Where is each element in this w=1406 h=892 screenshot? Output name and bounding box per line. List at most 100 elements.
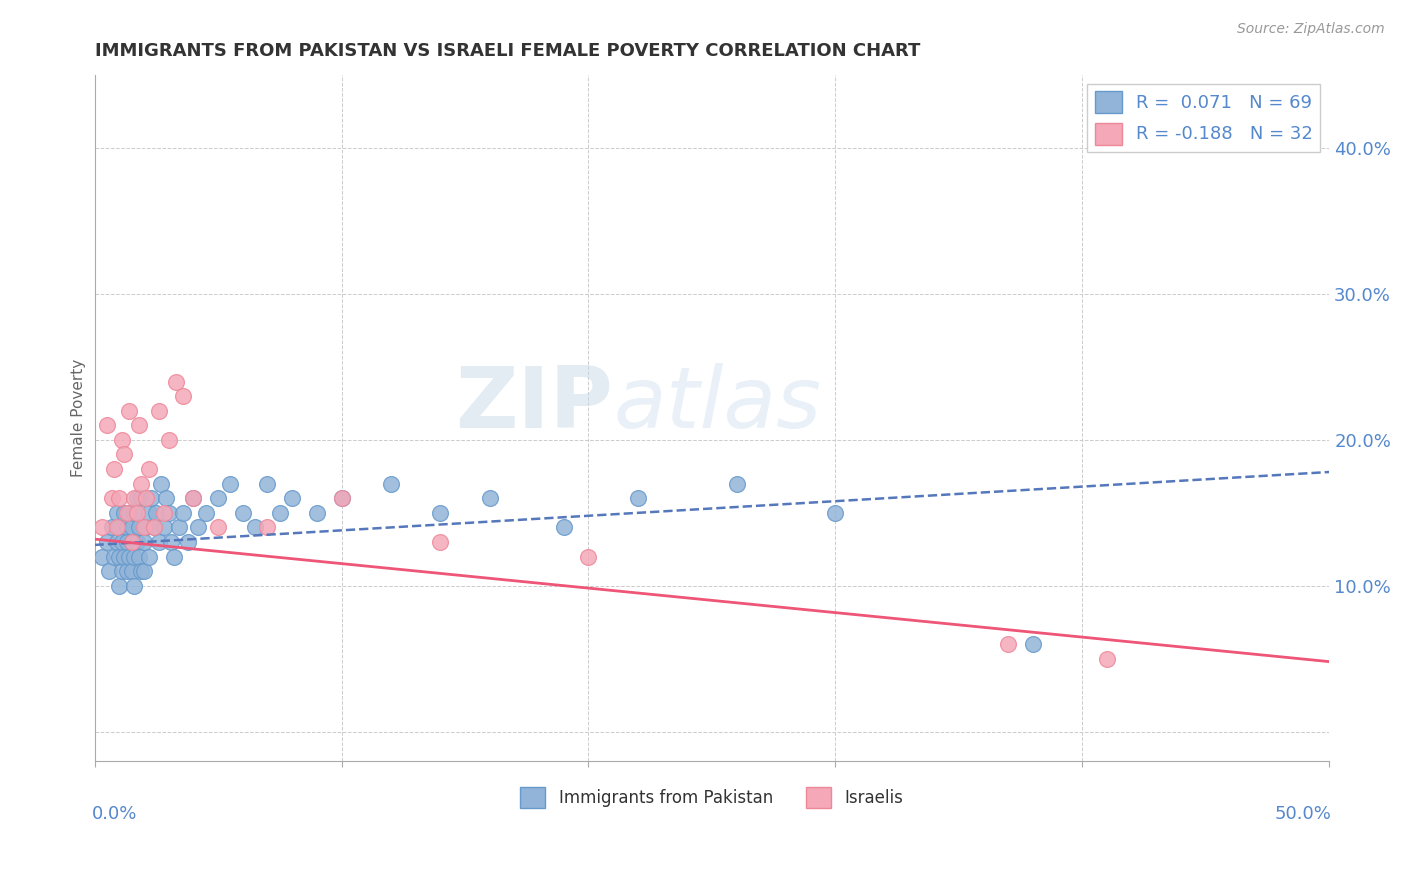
Point — [111, 433, 134, 447]
Point — [194, 506, 217, 520]
Point — [167, 520, 190, 534]
Point — [105, 535, 128, 549]
Point — [121, 535, 143, 549]
Point — [103, 549, 125, 564]
Point — [165, 375, 187, 389]
Point — [138, 462, 160, 476]
Point — [121, 564, 143, 578]
Point — [128, 549, 150, 564]
Point — [256, 476, 278, 491]
Point — [128, 520, 150, 534]
Y-axis label: Female Poverty: Female Poverty — [72, 359, 86, 477]
Text: 0.0%: 0.0% — [93, 805, 138, 823]
Text: IMMIGRANTS FROM PAKISTAN VS ISRAELI FEMALE POVERTY CORRELATION CHART: IMMIGRANTS FROM PAKISTAN VS ISRAELI FEMA… — [94, 42, 920, 60]
Point — [150, 476, 173, 491]
Point — [108, 549, 131, 564]
Point — [172, 506, 194, 520]
Point — [101, 520, 124, 534]
Point — [207, 491, 229, 506]
Point — [183, 491, 205, 506]
Text: ZIP: ZIP — [456, 363, 613, 446]
Point — [157, 506, 180, 520]
Point — [256, 520, 278, 534]
Point — [96, 418, 118, 433]
Point — [725, 476, 748, 491]
Point — [112, 549, 135, 564]
Point — [108, 579, 131, 593]
Point — [112, 506, 135, 520]
Point — [118, 549, 141, 564]
Point — [553, 520, 575, 534]
Point — [115, 535, 138, 549]
Point — [111, 535, 134, 549]
Point — [91, 520, 114, 534]
Point — [380, 476, 402, 491]
Point — [138, 549, 160, 564]
Point — [187, 520, 209, 534]
Point — [997, 637, 1019, 651]
Point — [141, 491, 163, 506]
Text: 50.0%: 50.0% — [1275, 805, 1331, 823]
Point — [269, 506, 291, 520]
Point — [96, 535, 118, 549]
Point — [162, 549, 184, 564]
Point — [1095, 651, 1118, 665]
Point — [152, 520, 174, 534]
Point — [105, 506, 128, 520]
Point — [98, 564, 121, 578]
Point — [232, 506, 254, 520]
Point — [122, 549, 145, 564]
Point — [131, 564, 153, 578]
Point — [121, 535, 143, 549]
Point — [128, 418, 150, 433]
Point — [91, 549, 114, 564]
Point — [115, 564, 138, 578]
Point — [135, 491, 157, 506]
Point — [108, 491, 131, 506]
Point — [148, 403, 170, 417]
Point — [131, 491, 153, 506]
Point — [627, 491, 650, 506]
Point — [125, 491, 148, 506]
Point — [172, 389, 194, 403]
Point — [281, 491, 304, 506]
Point — [122, 579, 145, 593]
Point — [177, 535, 200, 549]
Point — [118, 403, 141, 417]
Legend: Immigrants from Pakistan, Israelis: Immigrants from Pakistan, Israelis — [513, 780, 910, 814]
Point — [152, 506, 174, 520]
Point — [131, 476, 153, 491]
Point — [121, 520, 143, 534]
Point — [183, 491, 205, 506]
Point — [132, 535, 155, 549]
Point — [122, 506, 145, 520]
Point — [125, 535, 148, 549]
Point — [243, 520, 266, 534]
Point — [142, 520, 165, 534]
Point — [112, 448, 135, 462]
Point — [105, 520, 128, 534]
Point — [330, 491, 353, 506]
Point — [111, 564, 134, 578]
Point — [132, 564, 155, 578]
Point — [103, 462, 125, 476]
Text: atlas: atlas — [613, 363, 821, 446]
Point — [429, 535, 451, 549]
Point — [108, 520, 131, 534]
Point — [157, 433, 180, 447]
Point — [219, 476, 242, 491]
Point — [101, 491, 124, 506]
Point — [138, 506, 160, 520]
Point — [429, 506, 451, 520]
Text: Source: ZipAtlas.com: Source: ZipAtlas.com — [1237, 22, 1385, 37]
Point — [478, 491, 501, 506]
Point — [115, 520, 138, 534]
Point — [155, 491, 177, 506]
Point — [145, 506, 167, 520]
Point — [148, 535, 170, 549]
Point — [142, 520, 165, 534]
Point — [115, 506, 138, 520]
Point — [135, 520, 157, 534]
Point — [207, 520, 229, 534]
Point — [1022, 637, 1045, 651]
